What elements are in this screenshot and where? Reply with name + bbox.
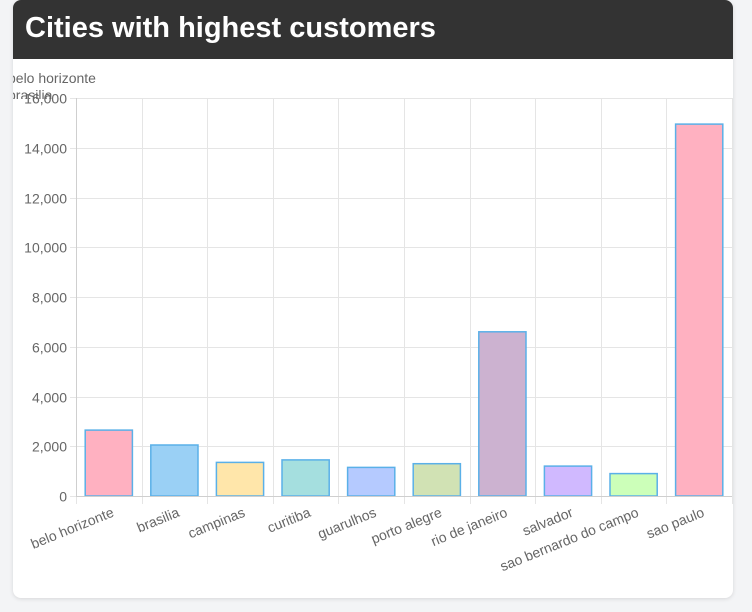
y-tick-label: 12,000 bbox=[24, 191, 67, 207]
bar-porto-alegre[interactable] bbox=[412, 462, 462, 497]
x-tick-label: campinas bbox=[186, 504, 248, 541]
card-header: Cities with highest customers bbox=[13, 0, 733, 59]
y-tick-label: 6,000 bbox=[32, 340, 67, 356]
y-tick-label: 0 bbox=[59, 489, 67, 505]
bar-brasilia[interactable] bbox=[150, 444, 199, 497]
card-title: Cities with highest customers bbox=[25, 12, 436, 44]
chart-bars bbox=[84, 123, 724, 497]
x-tick-label: sao paulo bbox=[644, 504, 706, 542]
x-tick-label: curitiba bbox=[265, 504, 313, 536]
chart-legend: belo horizonte brasilia bbox=[13, 65, 213, 99]
bar-chart: 0 2,000 4,000 6,000 8,000 10,000 12,000 14,000 1… bbox=[24, 91, 733, 574]
x-tick-label: belo horizonte bbox=[28, 504, 116, 552]
chart-card: Cities with highest customers belo horiz… bbox=[13, 0, 733, 598]
y-tick-label: 14,000 bbox=[24, 141, 67, 157]
chart-grid bbox=[70, 98, 733, 504]
y-tick-label: 4,000 bbox=[32, 390, 67, 406]
x-tick-label: guarulhos bbox=[315, 504, 378, 542]
y-tick-label: 8,000 bbox=[32, 290, 67, 306]
bar-guarulhos[interactable] bbox=[346, 466, 396, 497]
legend-item[interactable]: brasilia bbox=[13, 87, 53, 99]
bar-sao-paulo[interactable] bbox=[674, 123, 724, 497]
y-tick-label: 16,000 bbox=[24, 91, 67, 107]
y-tick-label: 2,000 bbox=[32, 439, 67, 455]
bar-sao-bernardo-do-campo[interactable] bbox=[609, 472, 658, 497]
bar-belo-horizonte[interactable] bbox=[84, 429, 134, 497]
bar-campinas[interactable] bbox=[215, 461, 265, 497]
chart-axes: 0 2,000 4,000 6,000 8,000 10,000 12,000 14,000 1… bbox=[24, 91, 732, 574]
x-tick-label: brasilia bbox=[134, 504, 181, 536]
bar-rio-de-janeiro[interactable] bbox=[478, 331, 527, 497]
bar-salvador[interactable] bbox=[543, 465, 593, 497]
y-tick-label: 10,000 bbox=[24, 240, 67, 256]
x-tick-label: rio de janeiro bbox=[428, 504, 509, 549]
bar-curitiba[interactable] bbox=[281, 459, 330, 497]
legend-item[interactable]: belo horizonte bbox=[13, 70, 96, 86]
